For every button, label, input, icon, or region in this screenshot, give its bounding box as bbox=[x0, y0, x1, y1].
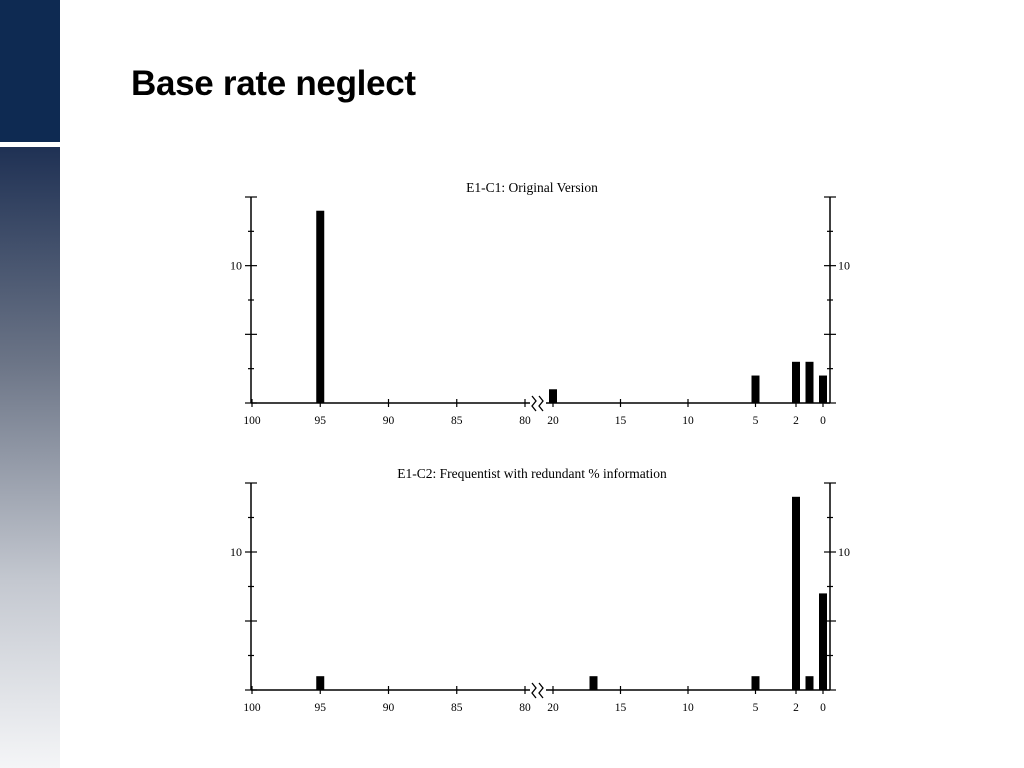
bar bbox=[549, 389, 557, 403]
sidebar-divider bbox=[0, 142, 60, 147]
x-tick-label: 85 bbox=[451, 702, 463, 714]
bar bbox=[805, 361, 814, 403]
bar bbox=[316, 676, 325, 690]
x-tick-label: 5 bbox=[753, 702, 759, 714]
x-tick-label: 15 bbox=[615, 415, 627, 427]
x-tick-label: 80 bbox=[519, 702, 531, 714]
x-tick-label: 10 bbox=[682, 415, 694, 427]
x-tick-label: 10 bbox=[682, 702, 694, 714]
x-tick-label: 90 bbox=[383, 415, 395, 427]
bar bbox=[792, 496, 800, 690]
y-tick-label-right: 10 bbox=[838, 545, 850, 559]
x-tick-label: 90 bbox=[383, 702, 395, 714]
x-tick-label: 100 bbox=[243, 702, 261, 714]
sidebar-accent-gradient bbox=[0, 147, 60, 768]
slide-title: Base rate neglect bbox=[131, 64, 416, 103]
y-tick-label-right: 10 bbox=[838, 259, 850, 273]
x-tick-label: 0 bbox=[820, 702, 826, 714]
x-tick-label: 20 bbox=[547, 702, 559, 714]
axis-break-mark bbox=[538, 395, 544, 412]
sidebar-accent-top bbox=[0, 0, 60, 142]
x-tick-label: 100 bbox=[243, 415, 261, 427]
x-tick-label: 2 bbox=[793, 415, 799, 427]
x-tick-label: 85 bbox=[451, 415, 463, 427]
chart-title: E1-C2: Frequentist with redundant % info… bbox=[397, 466, 667, 481]
bar bbox=[805, 676, 814, 690]
x-tick-label: 15 bbox=[615, 702, 627, 714]
bar bbox=[819, 375, 827, 403]
x-tick-label: 5 bbox=[753, 415, 759, 427]
x-tick-label: 80 bbox=[519, 415, 531, 427]
x-tick-label: 95 bbox=[315, 702, 327, 714]
bar bbox=[316, 210, 325, 403]
x-tick-label: 0 bbox=[820, 415, 826, 427]
bar bbox=[819, 593, 827, 690]
x-tick-label: 2 bbox=[793, 702, 799, 714]
bar bbox=[792, 361, 800, 403]
axis-break-mark bbox=[538, 682, 544, 699]
y-tick-label-left: 10 bbox=[230, 259, 242, 273]
bar bbox=[589, 676, 598, 690]
bar bbox=[751, 676, 760, 690]
x-tick-label: 20 bbox=[547, 415, 559, 427]
x-tick-label: 95 bbox=[315, 415, 327, 427]
axis-break-mark bbox=[531, 682, 537, 699]
axis-break-mark bbox=[531, 395, 537, 412]
chart-title: E1-C1: Original Version bbox=[466, 180, 598, 195]
y-tick-label-left: 10 bbox=[230, 545, 242, 559]
bar bbox=[751, 375, 760, 403]
